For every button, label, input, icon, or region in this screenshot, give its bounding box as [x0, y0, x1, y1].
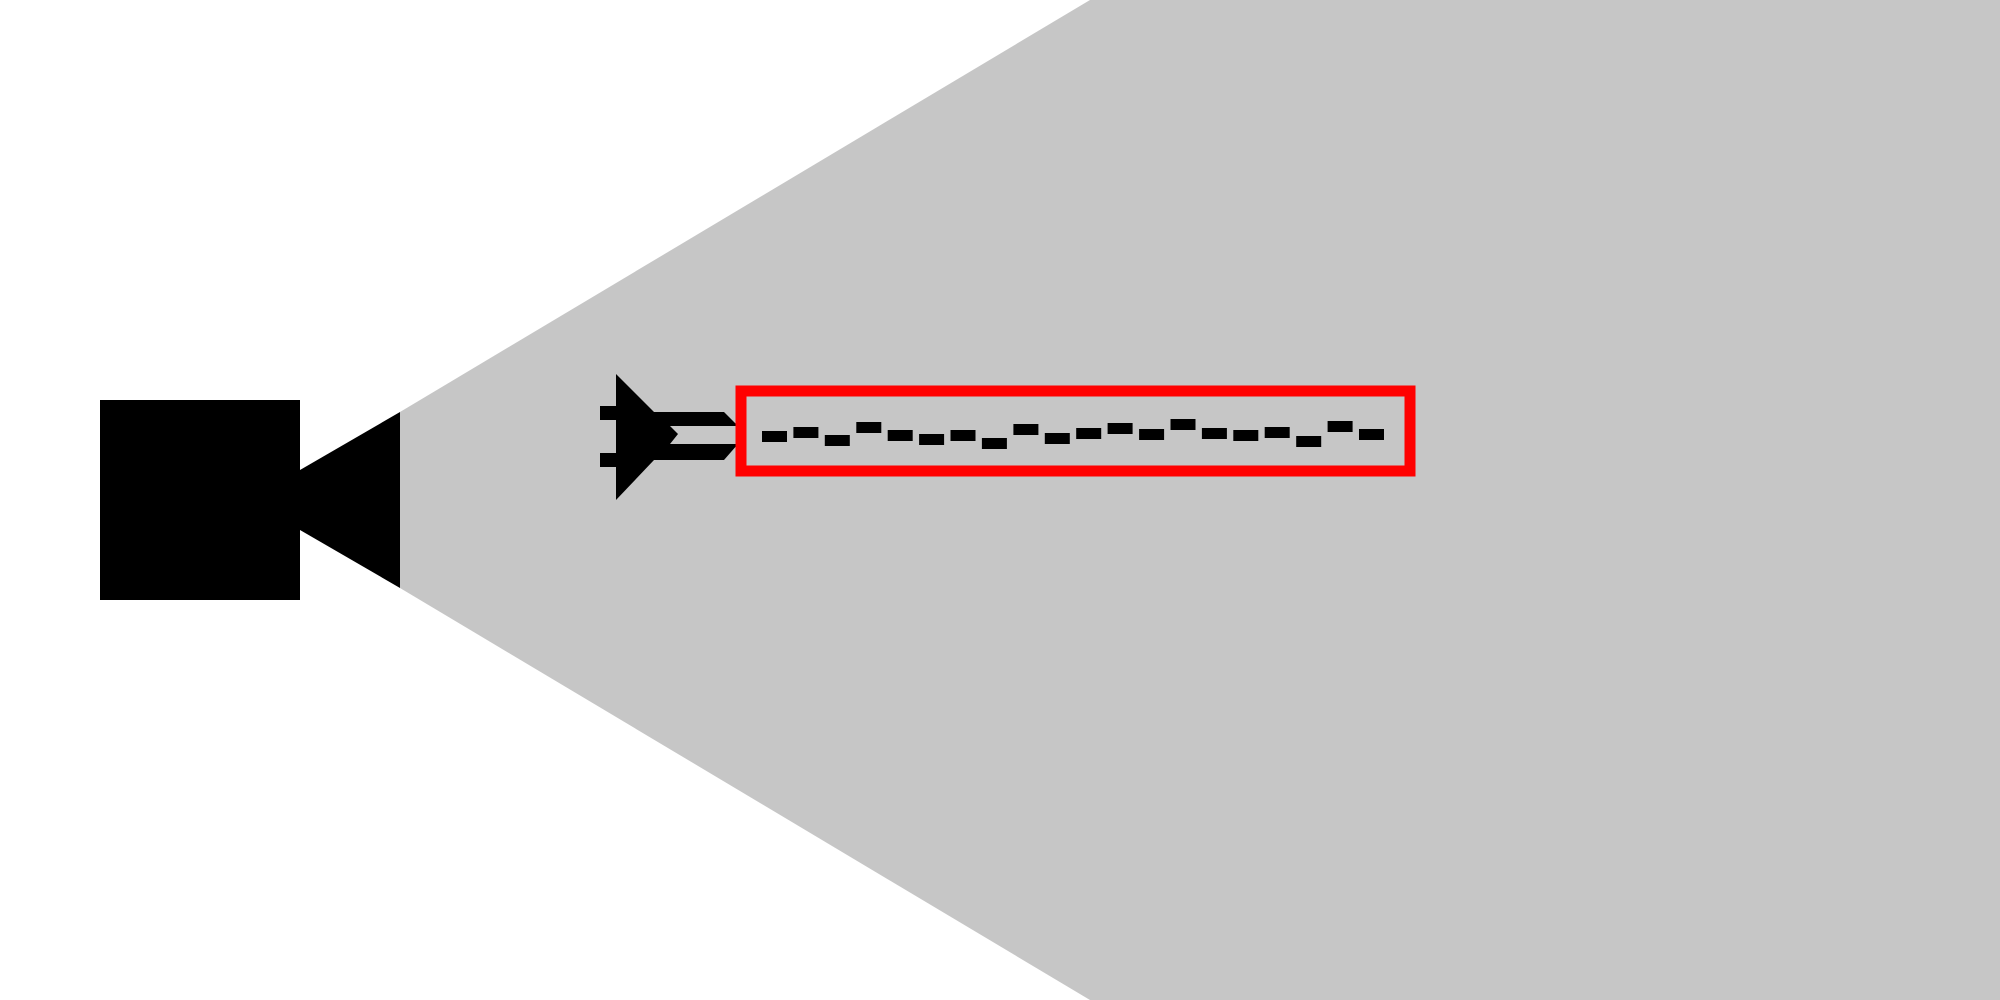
dash-mark: [919, 434, 945, 445]
dash-mark: [856, 422, 882, 433]
dash-mark: [793, 427, 819, 438]
dash-mark: [1107, 423, 1133, 434]
detection-box-border: [735, 385, 1416, 477]
dash-mark: [887, 430, 913, 441]
jet-engine-bottom: [600, 453, 620, 467]
dash-mark: [1264, 427, 1290, 438]
redacted-text-marks: [762, 419, 1384, 449]
jet-fuselage: [616, 374, 738, 500]
video-camera-icon: [100, 400, 400, 600]
dash-mark: [950, 430, 976, 441]
dash-mark: [1139, 429, 1165, 440]
dash-mark: [1013, 424, 1039, 435]
camera-lens: [300, 412, 400, 588]
dash-mark: [1170, 419, 1196, 430]
dash-mark: [762, 431, 787, 442]
dash-mark: [1233, 430, 1259, 441]
dash-mark: [1044, 433, 1070, 444]
dash-mark: [1359, 429, 1384, 440]
fighter-jet-icon: [600, 374, 738, 500]
jet-engine-top: [600, 406, 620, 420]
camera-field-of-view: [400, 0, 2000, 1000]
dash-mark: [1076, 428, 1102, 439]
detection-box: [735, 385, 1416, 477]
dash-mark: [1201, 428, 1227, 439]
camera-body: [100, 400, 300, 600]
dash-mark: [824, 435, 850, 446]
dash-mark: [981, 438, 1007, 449]
dash-mark: [1327, 421, 1353, 432]
dash-mark: [1296, 436, 1322, 447]
